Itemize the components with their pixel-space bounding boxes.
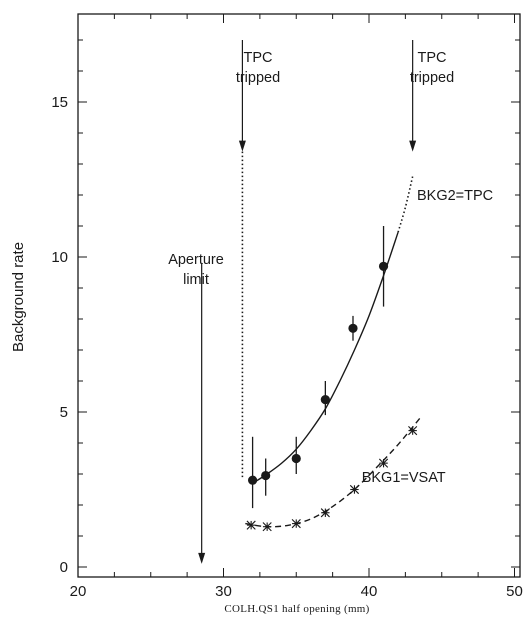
- x-tick-label: 30: [215, 583, 232, 600]
- x-tick-label: 20: [70, 583, 87, 600]
- bkg2-point: [348, 323, 358, 333]
- annotation-text-tpc-left: tripped: [236, 70, 280, 86]
- annotations: TPC tripped TPC tripped Aperture limit: [168, 40, 454, 564]
- bkg2-point: [320, 395, 330, 405]
- bkg1-point: [262, 522, 272, 532]
- bkg2-point: [291, 453, 301, 464]
- bkg1-point: [349, 484, 360, 495]
- annotation-arrow-tpc-right-head: [409, 140, 417, 152]
- annotation-arrow-aperture-head: [198, 552, 206, 564]
- y-tick-label: 5: [60, 404, 68, 421]
- plot-frame: [77, 13, 521, 578]
- annotation-text-tpc-left: TPC: [244, 50, 273, 66]
- data-points: [246, 226, 418, 532]
- bkg2-point: [261, 470, 271, 481]
- y-tick-label: 10: [51, 249, 68, 266]
- y-tick-label: 0: [60, 559, 68, 576]
- bkg1-fit-curve: [245, 417, 421, 528]
- annotation-text-tpc-right: tripped: [410, 70, 454, 86]
- tick-labels: 20 30 40 50 0 5 10 15: [51, 94, 523, 600]
- x-axis-label: COLH.QS1 half opening (mm): [224, 603, 369, 615]
- y-axis-label: Background rate: [10, 242, 27, 352]
- annotation-text-aperture: limit: [183, 272, 209, 288]
- series-label: BKG1=VSAT: [362, 470, 446, 486]
- annotation-text-tpc-right: TPC: [418, 50, 447, 66]
- bkg2-fit-curve: [252, 231, 399, 484]
- series-labels: BKG2=TPC BKG1=VSAT: [362, 188, 493, 486]
- annotation-text-aperture: Aperture: [168, 252, 224, 268]
- annotation-arrow-tpc-left-head: [238, 140, 246, 152]
- bkg1-point: [408, 426, 418, 436]
- x-tick-label: 40: [361, 583, 378, 600]
- bkg2-point: [378, 261, 389, 271]
- series-label: BKG2=TPC: [417, 188, 493, 204]
- bkg1-point: [320, 508, 330, 518]
- bkg1-point: [246, 520, 256, 530]
- bkg1-point: [291, 519, 301, 529]
- bkg2-fit-extension: [397, 176, 414, 233]
- bkg1-point: [378, 458, 389, 468]
- y-tick-label: 15: [51, 94, 68, 111]
- axis-ticks: [78, 14, 520, 577]
- bkg2-point: [248, 475, 258, 485]
- x-tick-label: 50: [506, 583, 523, 600]
